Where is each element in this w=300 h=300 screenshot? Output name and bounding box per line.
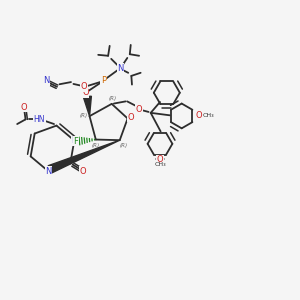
Text: O: O (195, 111, 202, 120)
Text: N: N (117, 64, 124, 73)
Text: HN: HN (34, 115, 45, 124)
Text: O: O (136, 105, 142, 114)
Text: CH₃: CH₃ (154, 162, 166, 167)
Text: P: P (101, 76, 106, 85)
Text: N: N (45, 167, 52, 176)
Text: O: O (81, 82, 88, 91)
Text: O: O (157, 155, 163, 164)
Text: O: O (20, 103, 27, 112)
Text: O: O (82, 88, 89, 98)
Text: CH₃: CH₃ (202, 113, 214, 119)
Text: N: N (71, 136, 77, 145)
Polygon shape (48, 140, 120, 173)
Text: (R): (R) (108, 96, 116, 101)
Text: O: O (80, 167, 87, 176)
Text: (R): (R) (119, 142, 128, 148)
Polygon shape (83, 96, 92, 116)
Text: F: F (73, 136, 78, 146)
Text: O: O (128, 113, 134, 122)
Text: N: N (43, 76, 50, 85)
Text: (R): (R) (91, 142, 99, 148)
Text: (R): (R) (80, 113, 88, 118)
